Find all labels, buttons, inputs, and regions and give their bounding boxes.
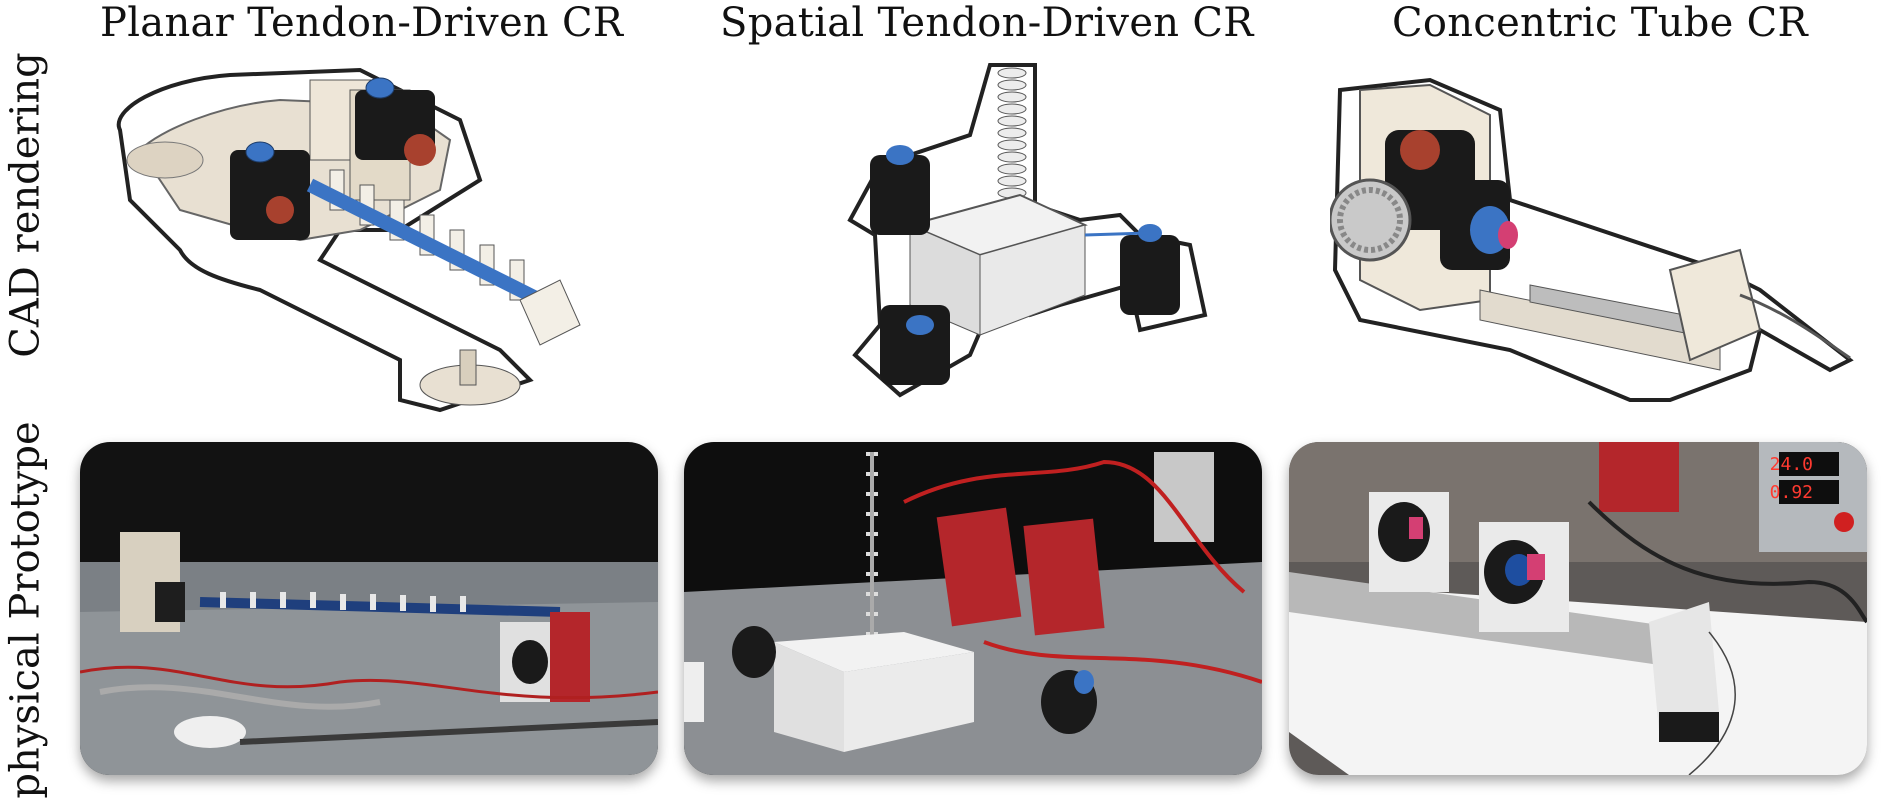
cad-concentric-image	[1330, 70, 1860, 410]
column-title-planar: Planar Tendon-Driven CR	[100, 0, 624, 46]
column-title-concentric: Concentric Tube CR	[1392, 0, 1808, 46]
psu-voltage-readout: 24.0	[1770, 454, 1813, 475]
cad-planar-image	[100, 60, 640, 420]
photo-planar	[80, 442, 658, 775]
row-label-prototype-text: physical Prototype	[3, 421, 50, 799]
row-label-cad: CAD rendering	[0, 40, 52, 370]
row-label-prototype: physical Prototype	[0, 420, 52, 800]
column-title-spatial: Spatial Tendon-Driven CR	[720, 0, 1254, 46]
photo-concentric: 24.0 0.92	[1289, 442, 1867, 775]
photo-spatial	[684, 442, 1262, 775]
row-label-cad-text: CAD rendering	[3, 52, 50, 358]
psu-current-readout: 0.92	[1770, 482, 1813, 503]
cad-spatial-image	[820, 55, 1220, 415]
